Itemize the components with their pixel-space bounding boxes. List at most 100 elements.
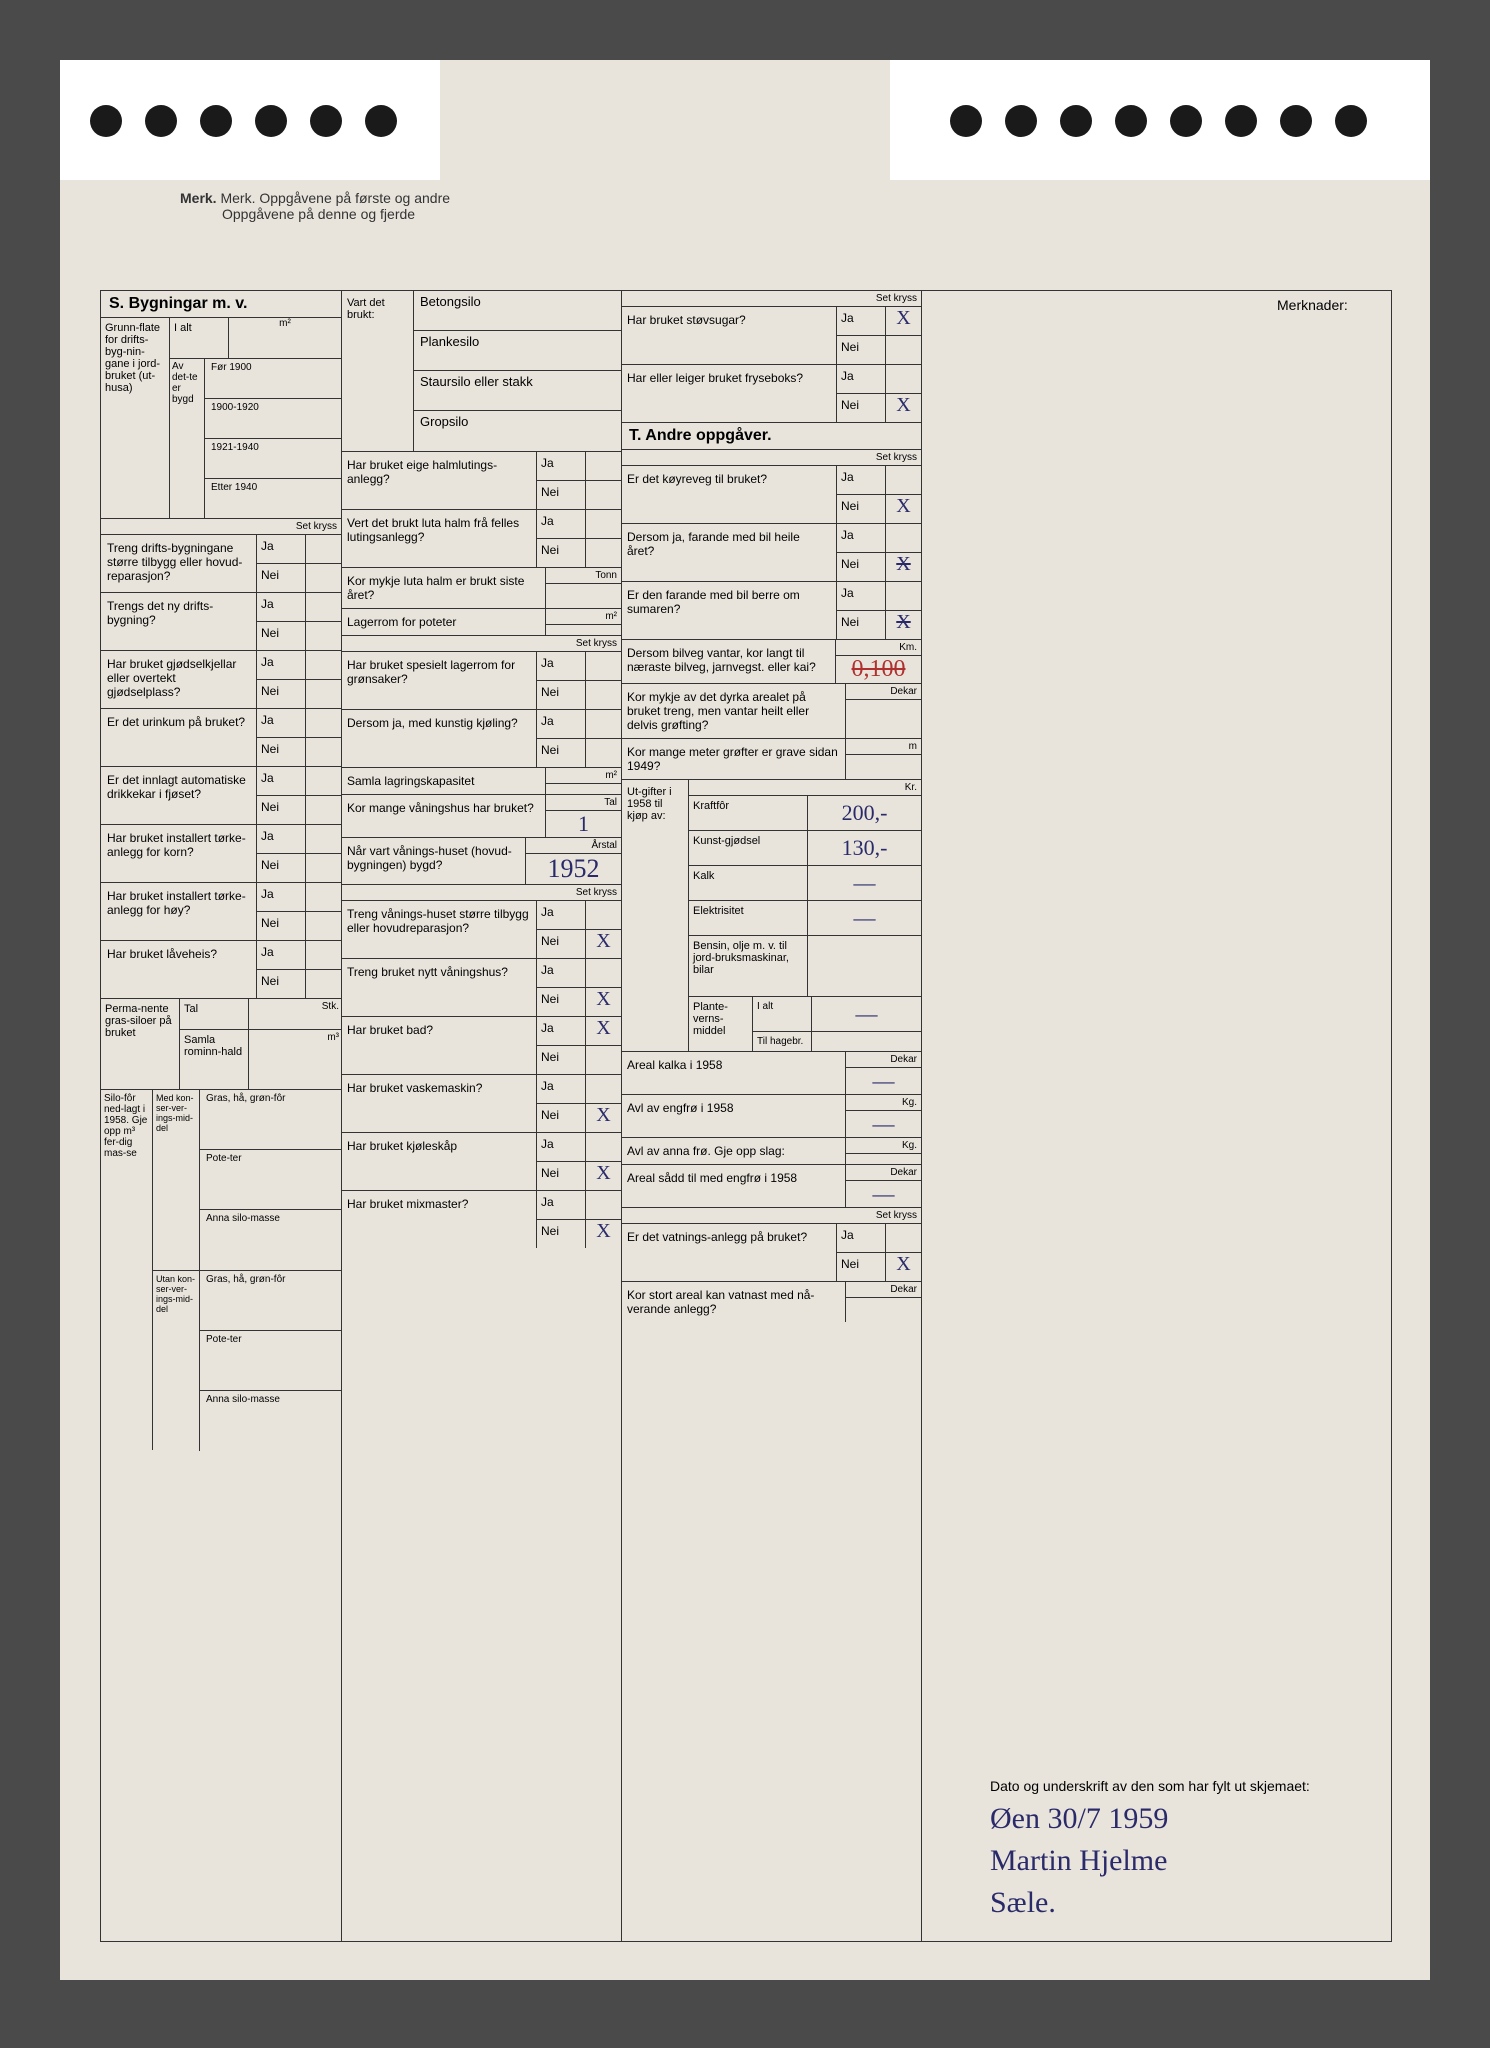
column-t: Set kryss Har bruket støvsugar?JaXNei Ha… [621, 291, 922, 1941]
q-urinkum: Er det urinkum på bruket? [101, 709, 257, 766]
punch-hole [950, 105, 982, 137]
q-halmlutings: Har bruket eige halmlutings-anlegg? [341, 452, 537, 509]
perma-silo-label: Perma-nente gras-siloer på bruket [101, 999, 180, 1089]
kalk-label: Kalk [689, 866, 808, 900]
column-s-middle: Vart det brukt: Betongsilo Plankesilo St… [341, 291, 622, 1941]
mark-mixmaster-nei: X [586, 1220, 621, 1248]
q-grofter: Kor mange meter grøfter er grave sidan 1… [621, 739, 846, 779]
period-2: 1921-1940 [205, 439, 341, 479]
period-3: Etter 1940 [205, 479, 341, 517]
q-sadd-engfro: Areal sådd til med engfrø i 1958 [621, 1165, 846, 1207]
kunstgj-label: Kunst-gjødsel [689, 831, 808, 865]
punch-hole [90, 105, 122, 137]
q-vatning-areal: Kor stort areal kan vatnast med nå-veran… [621, 1282, 846, 1322]
q-halm-mengde: Kor mykje luta halm er brukt siste året? [341, 568, 546, 608]
q-drikkekar: Er det innlagt automatiske drikkekar i f… [101, 767, 257, 824]
q-torke-hoy: Har bruket installert tørke-anlegg for h… [101, 883, 257, 940]
mark-vatning-nei: X [886, 1253, 921, 1281]
silofor-label: Silo-fôr ned-lagt i 1958. Gje opp m³ fer… [101, 1090, 153, 1450]
header-note: Merk. Merk. Oppgåvene på første og andre… [180, 190, 450, 222]
q-luta-halm: Vert det brukt luta halm frå felles luti… [341, 510, 537, 567]
note-line2: Oppgåvene på denne og fjerde [222, 206, 415, 222]
q-lagringskapasitet: Samla lagringskapasitet [341, 768, 546, 794]
signature-name: Martin Hjelme [990, 1844, 1390, 1878]
q-vaningshus-antall: Kor mange våningshus har bruket? [341, 795, 546, 837]
q-kjoling: Dersom ja, med kunstig kjøling? [341, 710, 537, 767]
q-tilbygg: Treng drifts-bygningane større tilbygg e… [101, 535, 257, 592]
punch-hole [255, 105, 287, 137]
elektr-label: Elektrisitet [689, 901, 808, 935]
vaningshus-val: 1 [546, 811, 621, 837]
q-nybygning: Trengs det ny drifts-bygning? [101, 593, 257, 650]
q-kjoleskap: Har bruket kjøleskåp [341, 1133, 537, 1190]
silo-2: Staursilo eller stakk [414, 371, 621, 411]
kraftfor-label: Kraftfôr [689, 796, 808, 830]
punch-hole [1170, 105, 1202, 137]
kalk-val: — [808, 866, 921, 900]
elektr-val: — [808, 901, 921, 935]
mark-koyreveg-nei: X [886, 495, 921, 523]
punch-hole [1060, 105, 1092, 137]
mark-tilbygg-nei: X [586, 930, 621, 958]
q-bad: Har bruket bad? [341, 1017, 537, 1074]
bensin-label: Bensin, olje m. v. til jord-bruksmaskina… [689, 936, 808, 996]
punch-hole [310, 105, 342, 137]
q-mixmaster: Har bruket mixmaster? [341, 1191, 537, 1248]
punch-strip-left [60, 60, 440, 180]
q-bil-aar: Dersom ja, farande med bil heile året? [621, 524, 837, 581]
mark-stovsugar-ja: X [886, 307, 921, 335]
punch-hole [365, 105, 397, 137]
q-vatning: Er det vatnings-anlegg på bruket? [621, 1224, 837, 1281]
mark-bil-aar-nei: X [886, 553, 921, 581]
q-laveheis: Har bruket låveheis? [101, 941, 257, 998]
signature-date: Øen 30/7 1959 [990, 1802, 1390, 1836]
utgifter-label: Ut-gifter i 1958 til kjøp av: [621, 780, 689, 1051]
q-bilveg-vantar: Dersom bilveg vantar, kor langt til næra… [621, 640, 836, 683]
q-koyreveg: Er det køyreveg til bruket? [621, 466, 837, 523]
form-grid: Merknader: S. Bygningar m. v. Grunn-flat… [100, 290, 1392, 1942]
punch-hole [200, 105, 232, 137]
grunnflate-label: Grunn-flate for drifts-byg-nin-gane i jo… [101, 318, 170, 518]
q-gjodsel: Har bruket gjødselkjellar eller overtekt… [101, 651, 257, 708]
q-grafting: Kor mykje av det dyrka arealet på bruket… [621, 684, 846, 738]
punch-hole [1280, 105, 1312, 137]
punch-strip-right [890, 60, 1430, 180]
period-1: 1900-1920 [205, 399, 341, 439]
q-lagerrom-poteter: Lagerrom for poteter [341, 609, 546, 635]
vaningshus-aar: 1952 [526, 854, 621, 884]
mark-kjoleskap-nei: X [586, 1162, 621, 1190]
q-vaningshus-bygd: Når vart vånings-huset (hovud-bygningen)… [341, 838, 526, 884]
section-t-head: T. Andre oppgåver. [621, 423, 921, 450]
ialt-label: I alt [170, 318, 229, 358]
section-s-head: S. Bygningar m. v. [101, 291, 341, 318]
q-anna-fro: Avl av anna frø. Gje opp slag: [621, 1138, 846, 1164]
signature-label: Dato og underskrift av den som har fylt … [990, 1778, 1390, 1794]
column-s-left: S. Bygningar m. v. Grunn-flate for drift… [101, 291, 342, 1941]
q-engfro: Avl av engfrø i 1958 [621, 1095, 846, 1137]
q-kalka: Areal kalka i 1958 [621, 1052, 846, 1094]
q-torke-korn: Har bruket installert tørke-anlegg for k… [101, 825, 257, 882]
q-fryseboks: Har eller leiger bruket fryseboks? [621, 365, 837, 422]
set-kryss-head: Set kryss [101, 519, 341, 535]
q-vaskemaskin: Har bruket vaskemaskin? [341, 1075, 537, 1132]
q-nytt-vaningshus: Treng bruket nytt våningshus? [341, 959, 537, 1016]
punch-hole [1005, 105, 1037, 137]
vart-brukt-label: Vart det brukt: [341, 291, 414, 451]
q-bil-sommer: Er den farande med bil berre om sumaren? [621, 582, 837, 639]
av-dette-label: Av det-te er bygd [170, 359, 205, 519]
punch-hole [1225, 105, 1257, 137]
document-page: Merk. Merk. Oppgåvene på første og andre… [60, 60, 1430, 1980]
mark-bad-ja: X [586, 1017, 621, 1045]
punch-hole [1115, 105, 1147, 137]
mark-vaskemaskin-nei: X [586, 1104, 621, 1132]
mark-bil-sommer-nei: X [886, 611, 921, 639]
period-0: Før 1900 [205, 359, 341, 399]
silo-1: Plankesilo [414, 331, 621, 371]
note-line1: Merk. Oppgåvene på første og andre [220, 190, 450, 206]
signature-block: Dato og underskrift av den som har fylt … [990, 1778, 1390, 1920]
signature-extra: Sæle. [990, 1886, 1390, 1920]
silo-3: Gropsilo [414, 411, 621, 449]
silo-0: Betongsilo [414, 291, 621, 331]
merknader-label: Merknader: [1271, 291, 1398, 319]
mark-fryseboks-nei: X [886, 394, 921, 422]
